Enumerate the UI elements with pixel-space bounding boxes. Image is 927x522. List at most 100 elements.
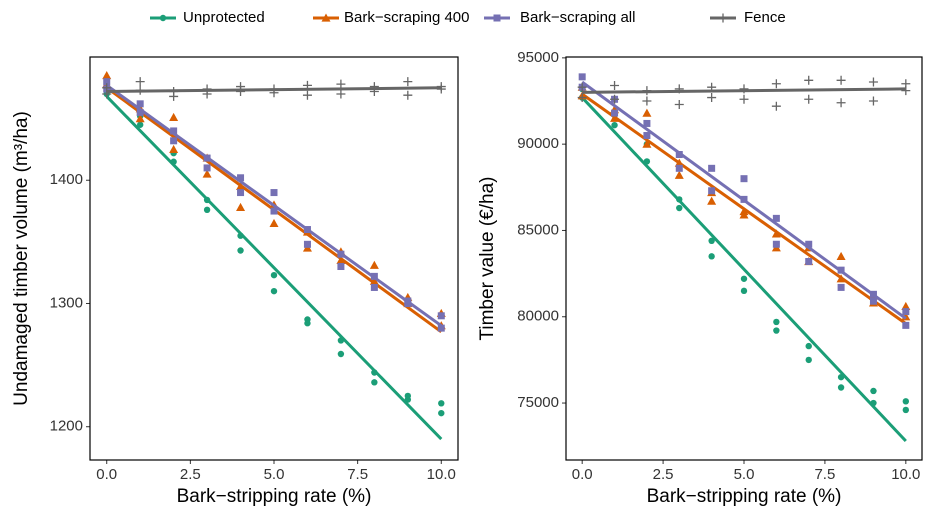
point [237,174,245,182]
point [303,240,311,248]
fit-line [581,96,907,443]
point [772,240,780,248]
y-tick-label: 1400 [50,171,83,188]
y-tick-label: 90000 [517,135,559,152]
point [676,204,683,212]
point [771,79,781,89]
fit-line [581,80,907,320]
point [169,144,179,154]
point [336,79,346,89]
point [642,139,652,148]
x-tick-label: 0.0 [96,466,117,483]
point [437,312,445,320]
series: Bark−scraping 400 [577,82,911,325]
point [707,93,717,103]
legend-marker [493,14,501,22]
point [675,164,683,172]
point [772,214,780,222]
point [136,100,144,108]
point [404,392,412,400]
point [869,297,877,305]
series: Bark−scraping all [103,78,445,332]
point [773,318,780,326]
y-axis-label: Undamaged timber volume (m³/ha) [11,111,32,406]
point [577,93,587,103]
point [403,77,413,87]
y-tick-label: 95000 [517,49,559,66]
plot-frame [565,56,923,461]
point [304,316,311,323]
point [740,175,748,183]
point [740,287,748,295]
point [804,94,814,104]
point [135,77,145,87]
point [642,108,652,117]
point [270,207,278,215]
series: Unprotected [578,85,910,443]
point [370,283,378,291]
point [438,400,445,407]
point [202,169,212,178]
point [643,132,651,140]
point [708,164,716,172]
point [578,73,586,81]
point [269,218,279,227]
point [837,384,845,391]
series: Unprotected [103,84,445,441]
point [270,189,278,197]
point [237,189,245,197]
point [610,94,620,104]
point [805,240,813,248]
legend-label: Unprotected [183,9,265,26]
point [270,271,278,279]
point [302,90,312,100]
series: Fence [577,75,911,111]
legend-label: Bark−scraping 400 [344,9,470,26]
point [868,96,878,106]
point [236,202,246,211]
x-tick-label: 2.5 [653,466,674,483]
point [336,89,346,99]
point [337,350,345,358]
point [674,170,684,179]
point [611,109,619,117]
point [203,206,211,214]
point [102,70,112,80]
x-tick-label: 7.5 [814,466,835,483]
point [203,164,211,172]
point [708,253,715,260]
point [836,98,846,108]
point [643,119,651,127]
point [837,283,845,291]
point [836,75,846,85]
point [902,308,910,316]
point [868,77,878,87]
point [611,121,618,129]
x-axis-label: Bark−stripping rate (%) [177,486,372,507]
y-tick-label: 1200 [50,418,83,435]
point [136,121,144,128]
legend: Unprotected Bark−scraping 400 Bark−scrapin… [150,9,786,26]
point [642,96,652,106]
x-tick-label: 7.5 [347,466,368,483]
point [836,251,846,260]
point [901,79,911,89]
point [902,321,910,329]
point [739,206,749,216]
point [805,356,812,364]
point [136,108,144,116]
point [739,94,749,104]
y-axis-label: Timber value (€/ha) [477,176,498,340]
fit-line [105,95,443,441]
point [674,99,684,109]
legend-label: Fence [744,9,786,26]
x-axis-label: Bark−stripping rate (%) [647,486,842,507]
point [805,342,812,350]
point [773,327,780,334]
point [708,187,716,195]
y-tick-label: 80000 [517,308,559,325]
x-tick-label: 0.0 [572,466,593,483]
legend-marker [159,14,167,22]
point [170,127,178,135]
x-tick-label: 5.0 [734,466,755,483]
